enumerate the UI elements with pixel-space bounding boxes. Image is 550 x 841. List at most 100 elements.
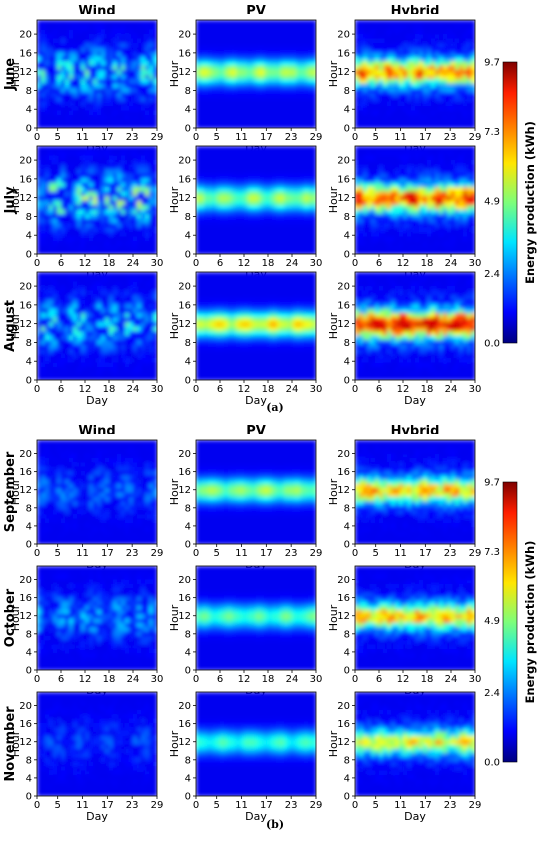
heatmap-cell (399, 65, 404, 71)
heatmap-cell (212, 119, 217, 125)
heatmap-cell (467, 227, 472, 233)
heatmap-cell (371, 191, 376, 197)
heatmap-cell (391, 245, 396, 251)
heatmap-cell (145, 38, 150, 44)
heatmap-cell (459, 186, 464, 192)
x-tick-label: 12 (238, 258, 251, 269)
heatmap-cell (141, 177, 146, 183)
heatmap-cell (153, 209, 158, 215)
heatmap-cell (375, 78, 380, 84)
heatmap-cell (379, 231, 384, 237)
heatmap-cell (200, 200, 205, 206)
heatmap-cell (447, 150, 452, 156)
heatmap-cell (419, 204, 424, 210)
heatmap-cell (208, 123, 213, 129)
heatmap-cell (81, 326, 86, 332)
heatmap-cell (467, 222, 472, 228)
heatmap-cell (471, 24, 476, 30)
heatmap-cell (379, 209, 384, 215)
heatmap-cell (427, 114, 432, 120)
heatmap-cell (208, 146, 213, 152)
heatmap-cell (85, 29, 90, 35)
heatmap-cell (435, 191, 440, 197)
heatmap-cell (121, 56, 126, 62)
heatmap-cell (137, 119, 142, 125)
heatmap-cell (41, 272, 46, 278)
heatmap-cell (415, 231, 420, 237)
heatmap-cell (411, 56, 416, 62)
heatmap-cell (459, 60, 464, 66)
heatmap-cell (387, 114, 392, 120)
heatmap-cell (77, 110, 82, 116)
heatmap-cell (363, 209, 368, 215)
heatmap-cell (153, 249, 158, 255)
heatmap-cell (232, 96, 237, 102)
heatmap-cell (109, 200, 114, 206)
heatmap-cell (280, 96, 285, 102)
heatmap-cell (57, 182, 62, 188)
heatmap-cell (447, 186, 452, 192)
heatmap-cell (443, 38, 448, 44)
heatmap-cell (93, 33, 98, 39)
heatmap-cell (125, 56, 130, 62)
heatmap-cell (236, 240, 241, 246)
heatmap-cell (153, 101, 158, 107)
heatmap-cell (463, 38, 468, 44)
heatmap-cell (359, 33, 364, 39)
heatmap-cell (85, 366, 90, 372)
heatmap-cell (443, 20, 448, 26)
heatmap-cell (101, 227, 106, 233)
heatmap-cell (288, 51, 293, 57)
heatmap-cell (200, 222, 205, 228)
heatmap-cell (272, 92, 277, 98)
heatmap-cell (292, 56, 297, 62)
heatmap-cell (137, 222, 142, 228)
heatmap-cell (435, 182, 440, 188)
heatmap-cell (85, 92, 90, 98)
heatmap-cell (49, 308, 54, 314)
heatmap-cell (280, 159, 285, 165)
heatmap-cell (419, 51, 424, 57)
heatmap-cell (220, 168, 225, 174)
heatmap-cell (93, 231, 98, 237)
heatmap-cell (93, 47, 98, 53)
heatmap-cell (395, 60, 400, 66)
heatmap-cell (41, 110, 46, 116)
heatmap-cell (145, 195, 150, 201)
heatmap-cell (49, 321, 54, 327)
heatmap-cell (97, 119, 102, 125)
heatmap-cell (387, 110, 392, 116)
heatmap-cell (312, 101, 317, 107)
heatmap-cell (117, 245, 122, 251)
heatmap-cell (268, 231, 273, 237)
heatmap-cell (383, 74, 388, 80)
heatmap-cell (97, 20, 102, 26)
heatmap-cell (77, 60, 82, 66)
heatmap-cell (367, 218, 372, 224)
heatmap-cell (153, 33, 158, 39)
heatmap-cell (93, 20, 98, 26)
heatmap-cell (308, 204, 313, 210)
heatmap-cell (423, 245, 428, 251)
heatmap-cell (467, 47, 472, 53)
heatmap-cell (149, 182, 154, 188)
heatmap-cell (363, 78, 368, 84)
heatmap-cell (292, 200, 297, 206)
heatmap-cell (117, 60, 122, 66)
heatmap-cell (240, 29, 245, 35)
heatmap-cell (260, 200, 265, 206)
heatmap-cell (73, 227, 78, 233)
x-tick-label: 30 (469, 258, 482, 269)
heatmap-cell (141, 164, 146, 170)
heatmap-cell (133, 164, 138, 170)
heatmap-cell (244, 218, 249, 224)
heatmap-cell (443, 42, 448, 48)
heatmap-cell (455, 168, 460, 174)
heatmap-cell (89, 42, 94, 48)
heatmap-cell (61, 317, 66, 323)
heatmap-cell (375, 168, 380, 174)
heatmap-cell (407, 249, 412, 255)
heatmap-cell (435, 209, 440, 215)
heatmap-cell (81, 24, 86, 30)
